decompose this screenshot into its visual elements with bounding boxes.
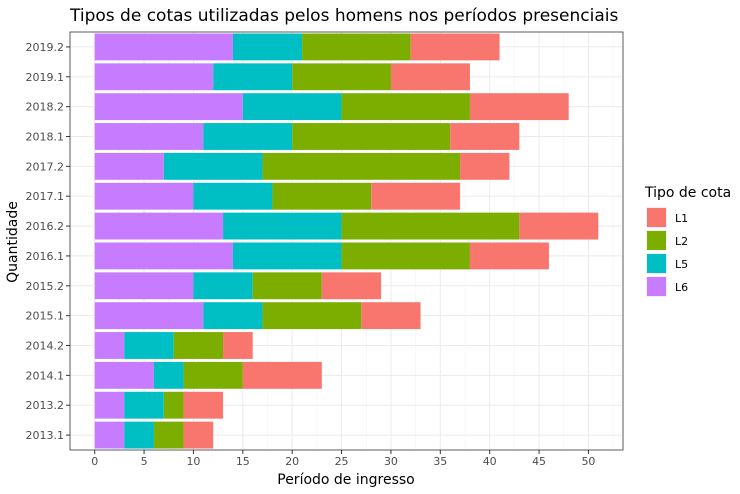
bar-l5-2013.1 [124,421,154,449]
bar-l6-2018.1 [94,123,204,150]
y-tick-label: 2018.1 [26,131,65,144]
bar-l2-2015.2 [252,272,322,300]
bar-l5-2016.2 [223,212,342,240]
bar-l5-2015.2 [193,272,253,300]
legend-swatch-l6 [647,277,666,296]
bar-l6-2015.2 [94,272,194,300]
bar-l6-2019.1 [94,63,214,91]
bar-l2-2015.1 [262,302,362,330]
bar-l5-2015.1 [203,302,263,330]
bar-l1-2013.2 [183,391,224,419]
y-tick-label: 2013.2 [26,399,65,412]
legend: Tipo de cota L1 L2 L5 L6 [644,185,731,297]
x-tick-label: 20 [285,455,299,468]
bar-l2-2013.2 [163,391,184,419]
bar-l6-2016.2 [94,212,224,240]
y-tick-label: 2015.2 [26,280,65,293]
bars [94,33,599,449]
bar-l5-2014.1 [153,361,184,389]
y-tick-label: 2017.1 [26,190,65,203]
bar-l2-2019.2 [302,33,411,61]
bar-l6-2017.2 [94,152,164,180]
y-tick-label: 2015.1 [26,310,65,323]
legend-label-l6: L6 [675,281,688,294]
bar-l1-2015.2 [321,272,382,300]
bar-l6-2014.2 [94,332,125,359]
bar-l1-2013.1 [183,421,214,449]
bar-l6-2013.1 [94,421,125,449]
y-tick-label: 2014.1 [26,369,65,382]
bar-l2-2014.1 [183,361,243,389]
bar-l5-2014.2 [124,332,174,359]
bar-l1-2016.2 [519,212,599,240]
x-tick-label: 15 [236,455,250,468]
legend-label-l2: L2 [675,235,688,248]
panel-border [69,31,624,451]
legend-title: Tipo de cota [644,185,731,201]
x-tick-label: 30 [384,455,398,468]
bar-l1-2018.2 [469,93,569,121]
bar-l1-2014.2 [223,332,253,359]
y-tick-label: 2017.2 [26,160,65,173]
x-tick-label: 0 [91,455,98,468]
bar-l2-2018.1 [292,123,451,150]
x-tick-label: 10 [186,455,200,468]
bar-l1-2018.1 [450,123,520,150]
bar-l1-2017.2 [460,152,510,180]
bar-l5-2016.1 [232,242,342,270]
legend-swatch-l1 [647,208,666,227]
bar-l2-2017.2 [262,152,461,180]
bar-l2-2019.1 [292,63,391,91]
bar-l5-2019.2 [232,33,303,61]
bar-l2-2017.1 [272,182,372,210]
bar-l5-2019.1 [213,63,293,91]
y-tick-label: 2014.2 [26,340,65,353]
bar-l1-2019.2 [410,33,500,61]
bar-l2-2018.2 [341,93,470,121]
legend-swatch-l5 [647,254,666,273]
x-tick-label: 50 [581,455,595,468]
bar-l2-2013.1 [153,421,184,449]
y-tick-label: 2018.2 [26,101,65,114]
bar-l6-2015.1 [94,302,204,330]
bar-l6-2014.1 [94,361,154,389]
y-axis-title: Quantidade [5,201,21,283]
legend-swatch-l2 [647,231,666,250]
y-tick-label: 2013.1 [26,429,65,442]
x-tick-label: 45 [532,455,546,468]
bar-l6-2019.2 [94,33,233,61]
bar-l1-2014.1 [242,361,322,389]
y-axis: 2013.1 2013.2 2014.1 2014.2 2015.1 2015.2 2016… [26,41,70,442]
chart-title: Tipos de cotas utilizadas pelos homens n… [69,6,618,26]
x-tick-label: 35 [433,455,447,468]
bar-l5-2017.1 [193,182,273,210]
x-tick-label: 25 [335,455,349,468]
bar-l5-2017.2 [163,152,263,180]
bar-l6-2018.2 [94,93,243,121]
bar-l5-2018.2 [242,93,342,121]
y-tick-label: 2019.1 [26,71,65,84]
x-tick-label: 5 [141,455,148,468]
bar-l6-2017.1 [94,182,194,210]
y-tick-label: 2016.1 [26,250,65,263]
bar-l2-2014.2 [173,332,224,359]
x-tick-label: 40 [483,455,497,468]
y-tick-label: 2016.2 [26,220,65,233]
bar-l5-2018.1 [203,123,293,150]
bar-l5-2013.2 [124,391,164,419]
legend-label-l5: L5 [675,258,688,271]
y-tick-label: 2019.2 [26,41,65,54]
bar-l6-2016.1 [94,242,233,270]
bar-l2-2016.2 [341,212,520,240]
bar-l1-2017.1 [371,182,461,210]
bar-l2-2016.1 [341,242,470,270]
bar-l1-2019.1 [390,63,470,91]
bar-l1-2015.1 [361,302,421,330]
bar-l6-2013.2 [94,391,125,419]
x-axis-title: Período de ingresso [277,472,414,488]
x-axis: 0 5 10 15 20 25 30 35 40 45 50 [91,450,595,468]
legend-label-l1: L1 [675,212,688,225]
bar-l1-2016.1 [469,242,549,270]
